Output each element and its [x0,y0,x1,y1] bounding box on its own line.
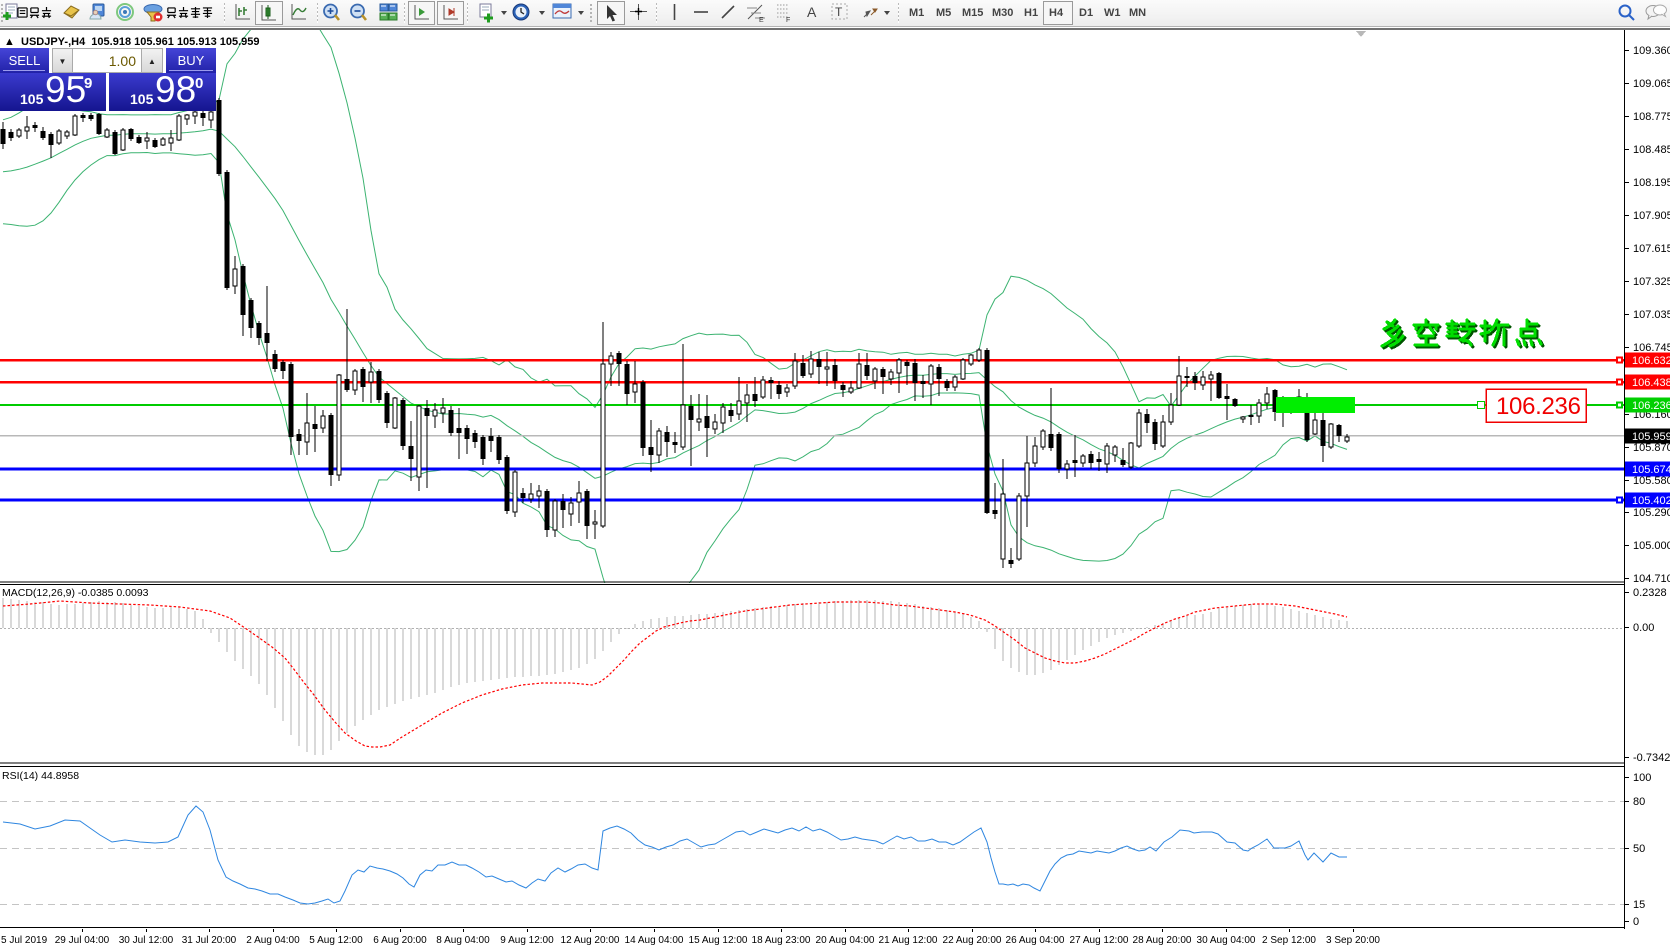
svg-text:A: A [807,4,817,20]
svg-text:29 Jul 04:00: 29 Jul 04:00 [55,935,110,946]
svg-text:T: T [835,5,843,19]
svg-text:107.035: 107.035 [1633,309,1670,321]
svg-text:5 Aug 12:00: 5 Aug 12:00 [309,935,363,946]
svg-text:18 Aug 23:00: 18 Aug 23:00 [752,935,811,946]
svg-text:105.674: 105.674 [1632,464,1670,476]
svg-text:109.065: 109.065 [1633,78,1670,90]
svg-text:107.325: 107.325 [1633,276,1670,288]
svg-text:15: 15 [1633,899,1645,911]
svg-text:104.710: 104.710 [1633,573,1670,585]
svg-text:107.615: 107.615 [1633,243,1670,255]
svg-text:27 Aug 12:00: 27 Aug 12:00 [1070,935,1129,946]
svg-text:9 Aug 12:00: 9 Aug 12:00 [500,935,554,946]
svg-text:108.195: 108.195 [1633,177,1670,189]
svg-text:105.580: 105.580 [1633,475,1670,487]
svg-text:14 Aug 04:00: 14 Aug 04:00 [625,935,684,946]
svg-text:26 Aug 04:00: 26 Aug 04:00 [1006,935,1065,946]
svg-text:106.745: 106.745 [1633,342,1670,354]
svg-text:105.000: 105.000 [1633,540,1670,552]
svg-text:109.360: 109.360 [1633,45,1670,57]
svg-text:5 Jul 2019: 5 Jul 2019 [1,935,48,946]
svg-text:-0.7342: -0.7342 [1633,752,1670,764]
svg-text:20 Aug 04:00: 20 Aug 04:00 [816,935,875,946]
svg-text:107.905: 107.905 [1633,210,1670,222]
svg-text:106.236: 106.236 [1496,393,1581,420]
svg-text:F: F [786,17,790,23]
svg-text:105.870: 105.870 [1633,442,1670,454]
svg-text:0: 0 [1633,916,1639,928]
svg-text:0.2328: 0.2328 [1633,587,1667,599]
svg-text:106.438: 106.438 [1632,377,1670,389]
svg-text:106.236: 106.236 [1632,400,1670,412]
svg-text:0.00: 0.00 [1633,622,1654,634]
svg-text:105.959: 105.959 [1632,431,1670,443]
svg-text:RSI(14) 44.8958: RSI(14) 44.8958 [2,770,79,782]
svg-text:3 Sep 20:00: 3 Sep 20:00 [1326,935,1380,946]
svg-text:108.485: 108.485 [1633,144,1670,156]
svg-text:E: E [759,17,764,23]
svg-text:21 Aug 12:00: 21 Aug 12:00 [879,935,938,946]
svg-text:8 Aug 04:00: 8 Aug 04:00 [436,935,490,946]
svg-text:15 Aug 12:00: 15 Aug 12:00 [689,935,748,946]
svg-text:MACD(12,26,9) -0.0385 0.0093: MACD(12,26,9) -0.0385 0.0093 [2,587,149,599]
svg-text:6 Aug 20:00: 6 Aug 20:00 [373,935,427,946]
svg-text:2 Aug 04:00: 2 Aug 04:00 [246,935,300,946]
svg-text:22 Aug 20:00: 22 Aug 20:00 [943,935,1002,946]
svg-text:28 Aug 20:00: 28 Aug 20:00 [1133,935,1192,946]
svg-text:105.402: 105.402 [1632,495,1670,507]
svg-text:30 Jul 12:00: 30 Jul 12:00 [119,935,174,946]
svg-text:106.632: 106.632 [1632,355,1670,367]
svg-text:105.290: 105.290 [1633,507,1670,519]
svg-text:50: 50 [1633,843,1645,855]
svg-text:100: 100 [1633,772,1651,784]
svg-text:12 Aug 20:00: 12 Aug 20:00 [561,935,620,946]
svg-text:80: 80 [1633,796,1645,808]
svg-text:30 Aug 04:00: 30 Aug 04:00 [1197,935,1256,946]
svg-text:108.775: 108.775 [1633,111,1670,123]
svg-text:31 Jul 20:00: 31 Jul 20:00 [182,935,237,946]
svg-text:2 Sep 12:00: 2 Sep 12:00 [1262,935,1316,946]
